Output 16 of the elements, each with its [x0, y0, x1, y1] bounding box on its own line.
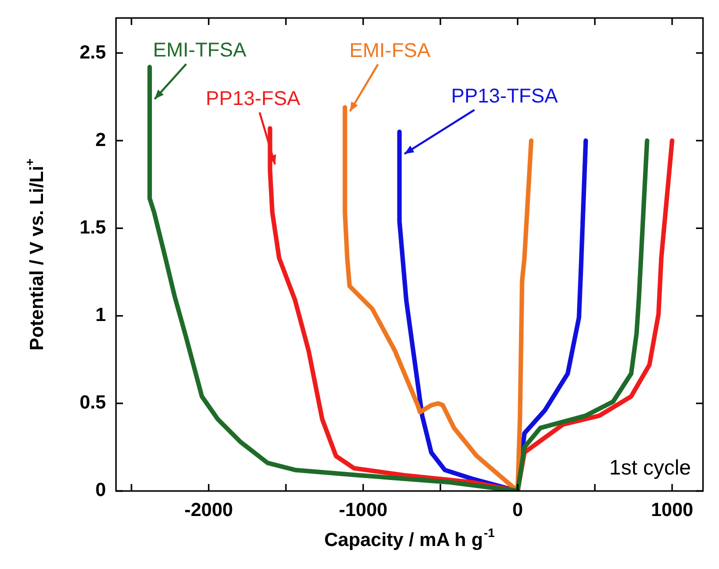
y-axis-title: Potential / V vs. Li/Li+: [22, 158, 48, 350]
series-label: EMI-TFSA: [153, 40, 247, 62]
y-tick-label: 2: [95, 130, 106, 151]
x-tick-label: 0: [512, 500, 523, 522]
series-label: PP13-FSA: [206, 88, 301, 110]
annotation: 1st cycle: [609, 456, 691, 480]
y-tick-label: 1: [95, 305, 106, 326]
text: EMI-FSA: [349, 40, 432, 62]
y-tick-label: 2.5: [80, 42, 106, 64]
x-tick-label: 1000: [650, 500, 694, 522]
x-tick-label: -2000: [184, 500, 233, 522]
y-tick-label: 0: [95, 480, 106, 502]
x-tick-label: -1000: [338, 500, 388, 522]
y-tick-label: 1.5: [80, 217, 106, 238]
y-tick-label: 0.5: [80, 392, 106, 414]
text: PP13-TFSA: [451, 85, 558, 108]
